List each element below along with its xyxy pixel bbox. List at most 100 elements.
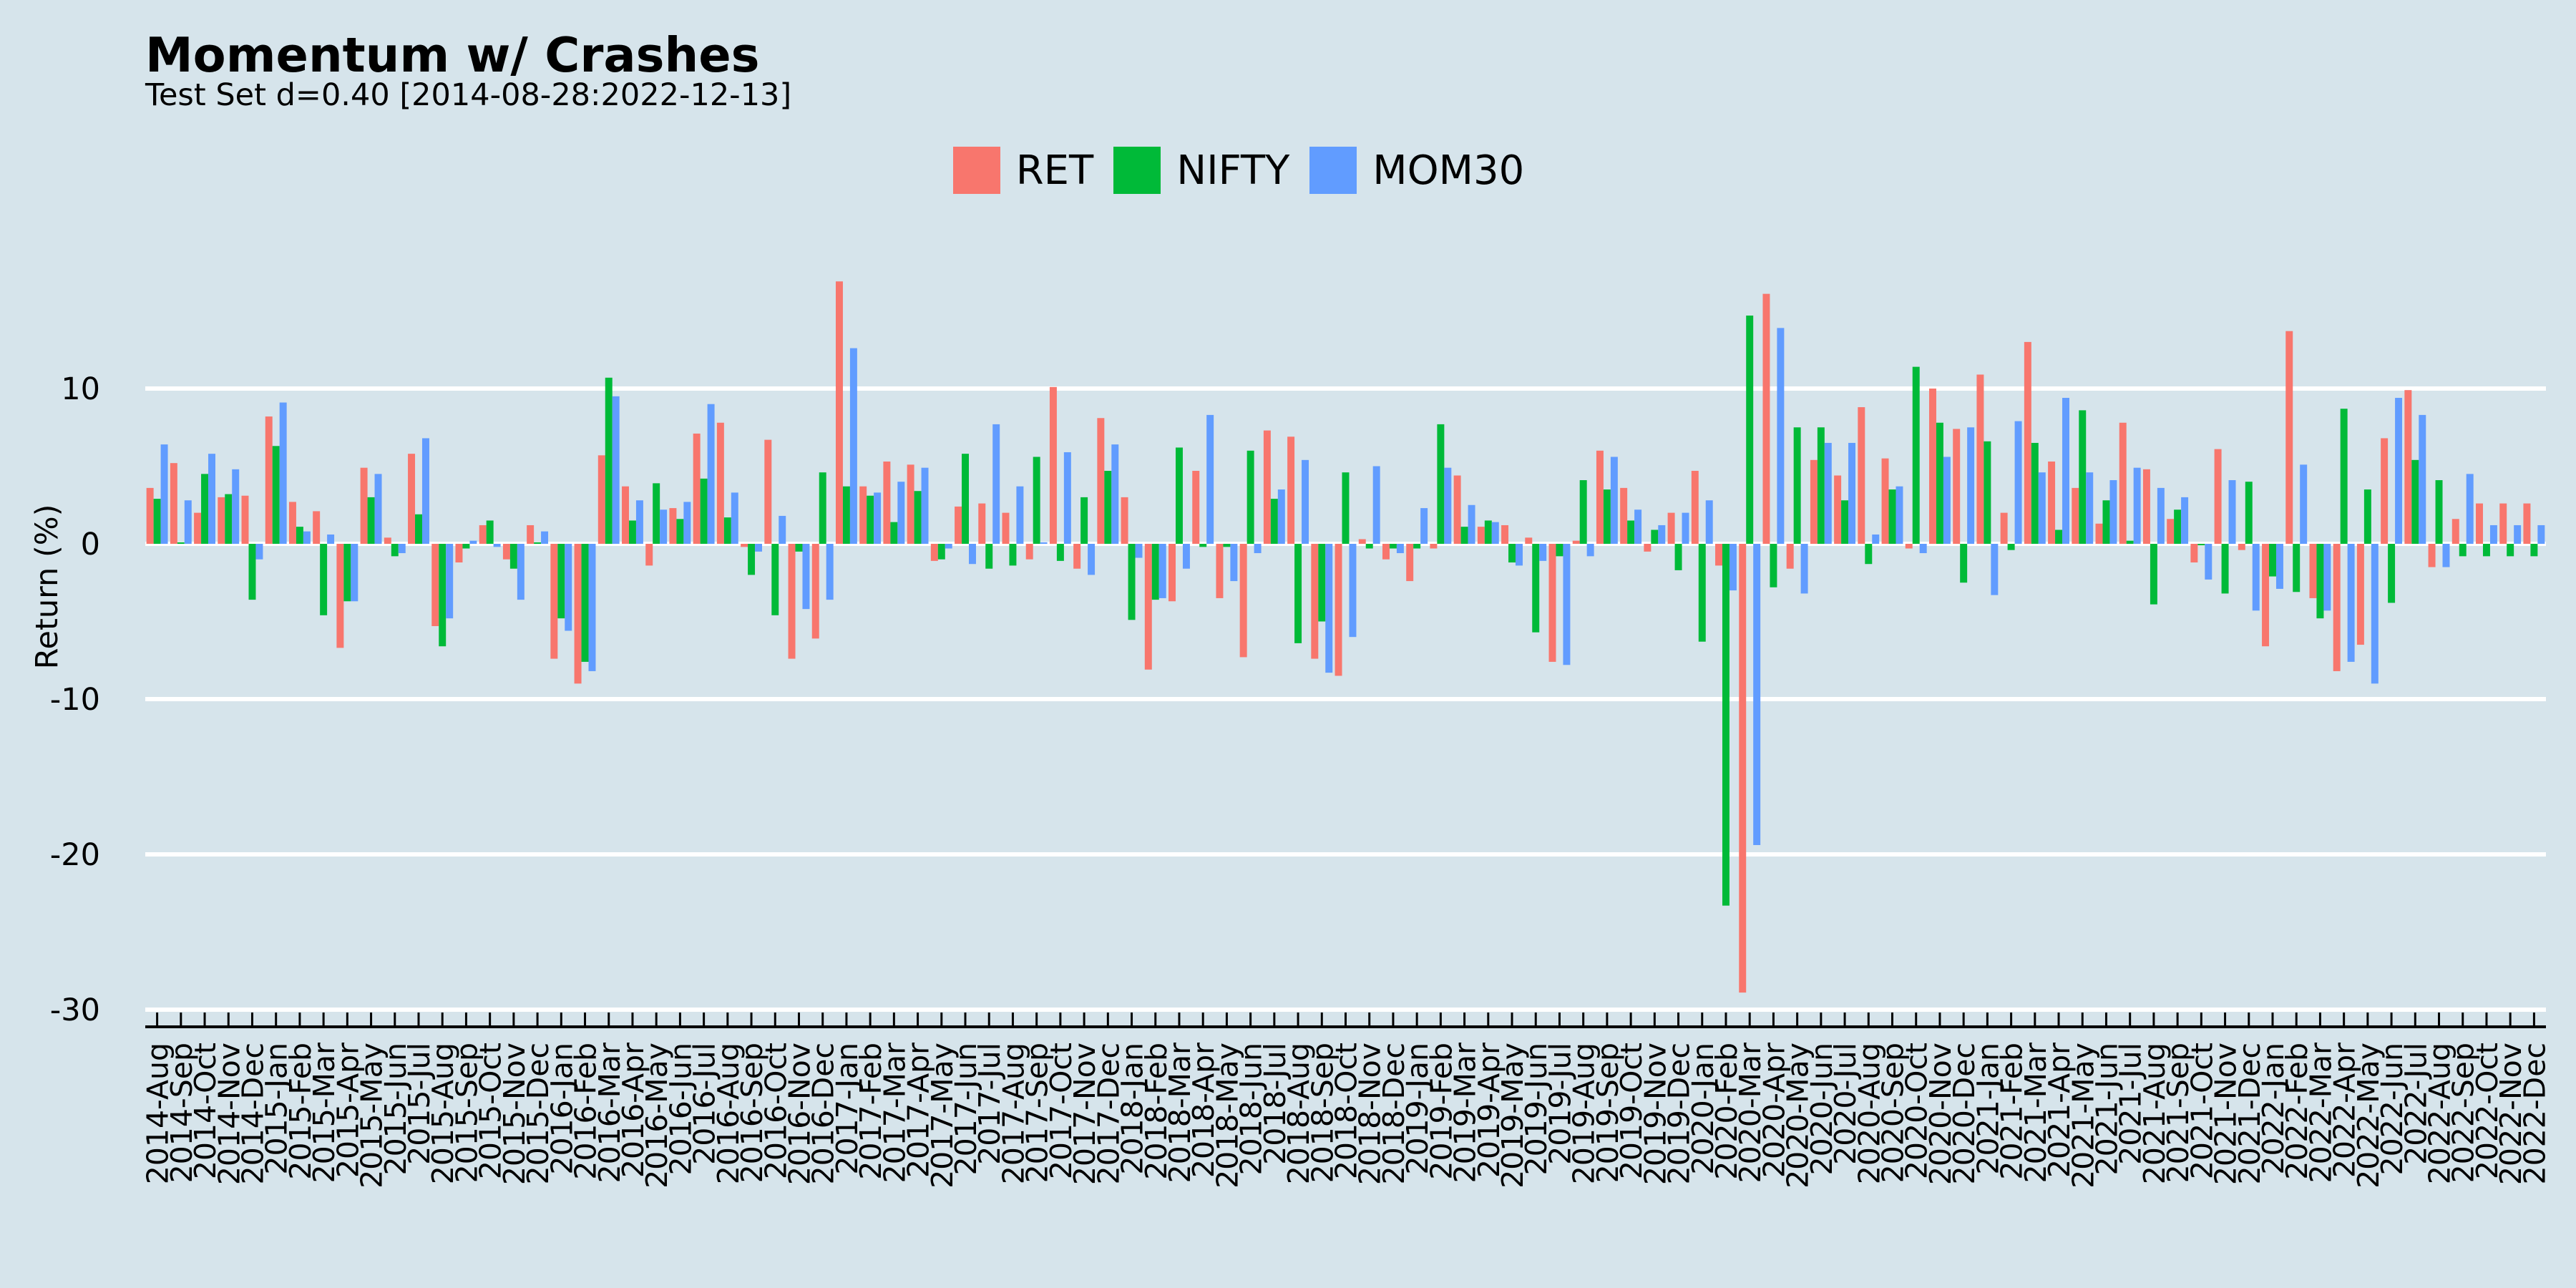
bar-mom30: [2014, 421, 2022, 544]
bar-mom30: [541, 531, 549, 544]
bar-ret: [1739, 544, 1747, 993]
bar-mom30: [1302, 459, 1309, 544]
bar-mom30: [1610, 457, 1618, 544]
x-tick-label: 2015-May: [355, 1043, 389, 1189]
bar-nifty: [1936, 422, 1943, 544]
bar-nifty: [367, 497, 375, 544]
bar-ret: [1406, 544, 1414, 582]
bar-mom30: [184, 500, 192, 544]
bar-ret: [2428, 544, 2436, 567]
bar-mom30: [1396, 544, 1404, 554]
bar-ret: [455, 544, 463, 563]
bar-ret: [146, 487, 154, 544]
x-tick-label: 2021-May: [2066, 1043, 2100, 1189]
bar-ret: [1786, 544, 1794, 569]
bar-ret: [288, 502, 296, 544]
bar-mom30: [303, 531, 311, 544]
bar-nifty: [462, 544, 470, 549]
bar-ret: [978, 503, 986, 544]
x-tick-label: 2021-Mar: [2019, 1043, 2053, 1184]
x-tick-label: 2022-Feb: [2280, 1043, 2314, 1180]
x-tick-label: 2017-Jul: [972, 1043, 1007, 1165]
bar-nifty: [1841, 500, 1849, 544]
bar-nifty: [534, 542, 542, 544]
bar-ret: [1929, 389, 1936, 544]
bar-mom30: [2300, 464, 2308, 544]
x-tick-label: 2020-Jul: [1828, 1043, 1863, 1165]
bar-nifty: [439, 544, 447, 647]
x-tick-label: 2017-Apr: [902, 1043, 936, 1178]
x-tick-label: 2016-Sep: [735, 1043, 769, 1183]
bar-mom30: [2395, 398, 2403, 544]
bar-nifty: [1223, 544, 1231, 547]
x-tick-label: 2021-Jun: [2089, 1043, 2124, 1175]
bar-nifty: [296, 527, 303, 544]
bar-nifty: [1460, 527, 1468, 544]
x-tick-label: 2020-Jan: [1686, 1043, 1720, 1175]
bar-ret: [2048, 461, 2056, 544]
bar-mom30: [1563, 544, 1571, 665]
bar-mom30: [1872, 534, 1880, 544]
legend-label-mom30: MOM30: [1372, 147, 1525, 194]
bar-nifty: [1128, 544, 1136, 620]
bar-nifty: [2293, 544, 2301, 592]
x-tick-label: 2018-Jan: [1116, 1043, 1150, 1175]
bar-mom30: [755, 544, 763, 552]
bar-ret: [336, 544, 344, 648]
x-tick-label: 2018-Dec: [1377, 1043, 1411, 1184]
bar-nifty: [1603, 489, 1611, 544]
x-tick-label: 2015-Apr: [331, 1043, 365, 1178]
bar-mom30: [2514, 525, 2522, 544]
bar-ret: [1548, 544, 1556, 662]
bar-ret: [2404, 390, 2412, 544]
bar-mom30: [2062, 398, 2069, 544]
bar-nifty: [1912, 366, 1920, 544]
bar-nifty: [2031, 442, 2039, 544]
bar-ret: [527, 525, 535, 544]
bar-mom30: [2275, 544, 2283, 589]
bar-ret: [597, 455, 605, 544]
bar-ret: [2190, 544, 2198, 563]
bar-nifty: [914, 491, 922, 544]
bar-ret: [1834, 475, 1842, 544]
x-tick-label: 2015-Feb: [283, 1043, 318, 1180]
bar-mom30: [327, 534, 335, 544]
x-tick-label: 2017-Jan: [830, 1043, 864, 1175]
bar-nifty: [676, 519, 684, 544]
bar-ret: [265, 416, 273, 544]
x-tick-label: 2020-Aug: [1852, 1043, 1886, 1184]
bar-mom30: [826, 544, 834, 600]
bar-mom30: [1586, 544, 1594, 557]
x-tick-label: 2015-Sep: [449, 1043, 484, 1183]
bar-mom30: [2537, 525, 2545, 544]
bar-mom30: [493, 544, 501, 547]
bar-nifty: [890, 522, 898, 544]
bar-mom30: [1420, 508, 1428, 544]
bar-nifty: [985, 544, 993, 569]
bar-nifty: [1532, 544, 1540, 633]
bar-mom30: [1325, 544, 1333, 673]
bar-nifty: [1437, 424, 1445, 544]
x-tick-label: 2019-Jun: [1519, 1043, 1553, 1175]
bar-mom30: [969, 544, 976, 565]
bar-nifty: [225, 494, 233, 544]
x-tick-label: 2022-Jul: [2399, 1043, 2433, 1165]
bar-nifty: [700, 478, 708, 544]
x-tick-label: 2020-Sep: [1876, 1043, 1911, 1183]
bar-ret: [241, 495, 249, 544]
bar-ret: [1501, 525, 1509, 544]
x-tick-label: 2016-Feb: [569, 1043, 603, 1180]
bar-mom30: [232, 469, 240, 544]
bar-nifty: [415, 514, 422, 544]
bar-mom30: [2442, 544, 2450, 567]
bar-nifty: [177, 542, 185, 544]
bar-ret: [811, 544, 819, 639]
x-tick-label: 2018-May: [1210, 1043, 1244, 1189]
x-tick-label: 2022-Jun: [2375, 1043, 2409, 1175]
bar-nifty: [1865, 544, 1873, 565]
bar-ret: [218, 497, 225, 544]
x-tick-label: 2021-Apr: [2042, 1043, 2077, 1178]
bar-nifty: [1651, 530, 1659, 544]
bar-ret: [1216, 544, 1224, 598]
bar-mom30: [1088, 544, 1096, 575]
